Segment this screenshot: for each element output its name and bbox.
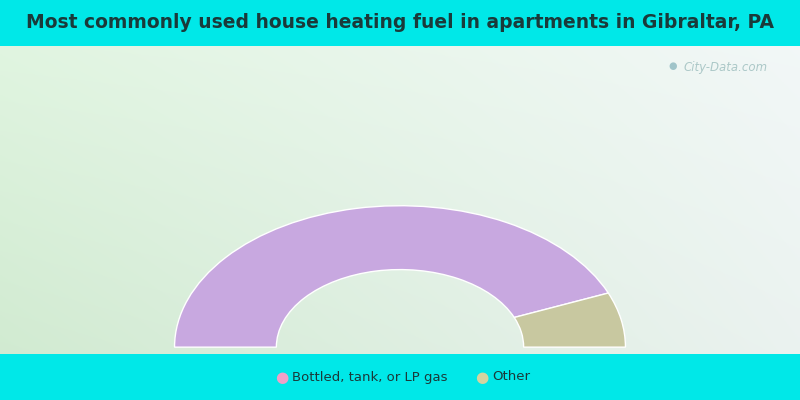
Text: Bottled, tank, or LP gas: Bottled, tank, or LP gas [292, 370, 447, 384]
Wedge shape [514, 293, 626, 347]
Wedge shape [174, 206, 608, 347]
Text: ●: ● [668, 62, 677, 72]
Text: ●: ● [274, 370, 288, 384]
Text: Most commonly used house heating fuel in apartments in Gibraltar, PA: Most commonly used house heating fuel in… [26, 14, 774, 32]
Text: Other: Other [492, 370, 530, 384]
Text: ●: ● [474, 370, 488, 384]
Text: City-Data.com: City-Data.com [684, 62, 768, 74]
